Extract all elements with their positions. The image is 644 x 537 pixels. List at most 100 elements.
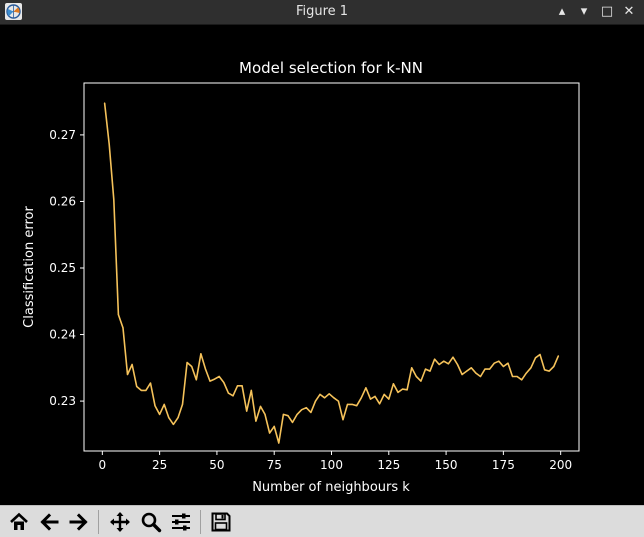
- y-tick-label: 0.25: [49, 261, 76, 275]
- data-point: [475, 372, 477, 374]
- data-point: [369, 398, 372, 400]
- data-point: [149, 382, 152, 384]
- restore-icon: ▾: [580, 4, 588, 19]
- data-point: [516, 375, 518, 378]
- y-tick-label: 0.27: [49, 128, 76, 142]
- data-point: [246, 410, 248, 412]
- data-point: [511, 375, 514, 378]
- data-point: [113, 198, 115, 201]
- data-point: [333, 397, 335, 399]
- data-point: [534, 357, 537, 359]
- figure-canvas[interactable]: Model selection for k-NN 0 25 50 75 100 125 15…: [0, 25, 644, 505]
- data-point: [186, 361, 188, 364]
- data-point: [401, 388, 404, 390]
- data-point: [195, 379, 197, 381]
- x-tick-label: 25: [152, 458, 167, 472]
- y-tick-label: 0.24: [49, 328, 76, 342]
- data-point: [108, 143, 110, 145]
- data-point: [493, 362, 495, 364]
- data-point: [177, 417, 179, 419]
- configure-subplots-button[interactable]: [168, 509, 194, 535]
- data-point: [273, 425, 275, 427]
- data-point: [291, 421, 294, 423]
- data-point: [223, 381, 225, 384]
- data-point: [301, 409, 303, 411]
- data-point: [379, 403, 381, 405]
- data-point: [397, 391, 399, 393]
- data-point: [429, 370, 431, 372]
- series-line: [103, 102, 560, 444]
- data-point: [282, 413, 284, 415]
- data-point: [411, 367, 413, 369]
- data-point: [447, 363, 449, 365]
- home-button[interactable]: [6, 509, 32, 535]
- data-point: [305, 407, 307, 409]
- maximize-button[interactable]: □: [597, 2, 617, 22]
- y-tick-label: 0.26: [49, 194, 76, 208]
- series-points: [104, 102, 560, 444]
- x-tick-label: 175: [492, 458, 515, 472]
- data-point: [319, 393, 321, 395]
- data-point: [209, 380, 211, 382]
- data-point: [181, 403, 184, 405]
- x-tick-label: 75: [267, 458, 282, 472]
- data-point: [159, 413, 161, 415]
- data-point: [337, 400, 339, 402]
- data-point: [204, 368, 207, 370]
- data-point: [117, 314, 119, 316]
- data-point: [241, 385, 243, 387]
- data-point: [328, 393, 330, 395]
- x-tick-label: 50: [209, 458, 224, 472]
- save-button[interactable]: [208, 509, 234, 535]
- window-title: Figure 1: [295, 4, 349, 19]
- data-point: [200, 353, 202, 355]
- data-point: [424, 368, 427, 370]
- y-axis-ticks: 0.23 0.24 0.25 0.26 0.27: [49, 128, 84, 408]
- data-point: [236, 385, 239, 387]
- zoom-icon: [141, 512, 162, 533]
- x-tick-label: 200: [549, 458, 572, 472]
- data-point: [530, 367, 532, 369]
- y-axis-label: Classification error: [22, 206, 37, 328]
- minimize-button[interactable]: ▴: [552, 2, 572, 22]
- data-point: [507, 362, 509, 364]
- data-point: [140, 389, 142, 391]
- data-point: [346, 403, 349, 405]
- data-point: [264, 413, 266, 415]
- navigation-toolbar: [0, 505, 644, 537]
- forward-button[interactable]: [66, 509, 92, 535]
- back-button[interactable]: [36, 509, 62, 535]
- data-point: [227, 392, 229, 394]
- data-point: [557, 355, 560, 357]
- data-point: [434, 358, 436, 360]
- restore-button[interactable]: ▾: [574, 2, 594, 22]
- data-point: [502, 365, 504, 368]
- data-point: [214, 378, 216, 380]
- y-tick-label: 0.23: [49, 394, 76, 408]
- data-point: [498, 360, 500, 362]
- data-point: [466, 370, 468, 372]
- close-button[interactable]: ✕: [619, 2, 639, 22]
- home-icon: [10, 512, 28, 530]
- data-point: [172, 423, 174, 425]
- zoom-button[interactable]: [138, 509, 164, 535]
- back-arrow-icon: [40, 513, 59, 531]
- chart-title: Model selection for k-NN: [239, 59, 423, 77]
- data-point: [484, 368, 486, 370]
- app-icon: [5, 3, 22, 20]
- data-point: [104, 102, 106, 104]
- data-point: [296, 413, 298, 415]
- data-point: [278, 442, 280, 444]
- x-tick-label: 100: [320, 458, 343, 472]
- data-point: [392, 383, 394, 385]
- data-point: [456, 363, 459, 366]
- data-point: [163, 403, 165, 405]
- data-point: [406, 389, 408, 391]
- data-point: [131, 363, 133, 366]
- window-titlebar[interactable]: Figure 1 ▴ ▾ □ ✕: [0, 0, 644, 25]
- pan-button[interactable]: [107, 509, 133, 535]
- data-point: [287, 415, 289, 417]
- toolbar-separator: [200, 510, 201, 534]
- data-point: [443, 360, 445, 362]
- data-point: [351, 403, 353, 405]
